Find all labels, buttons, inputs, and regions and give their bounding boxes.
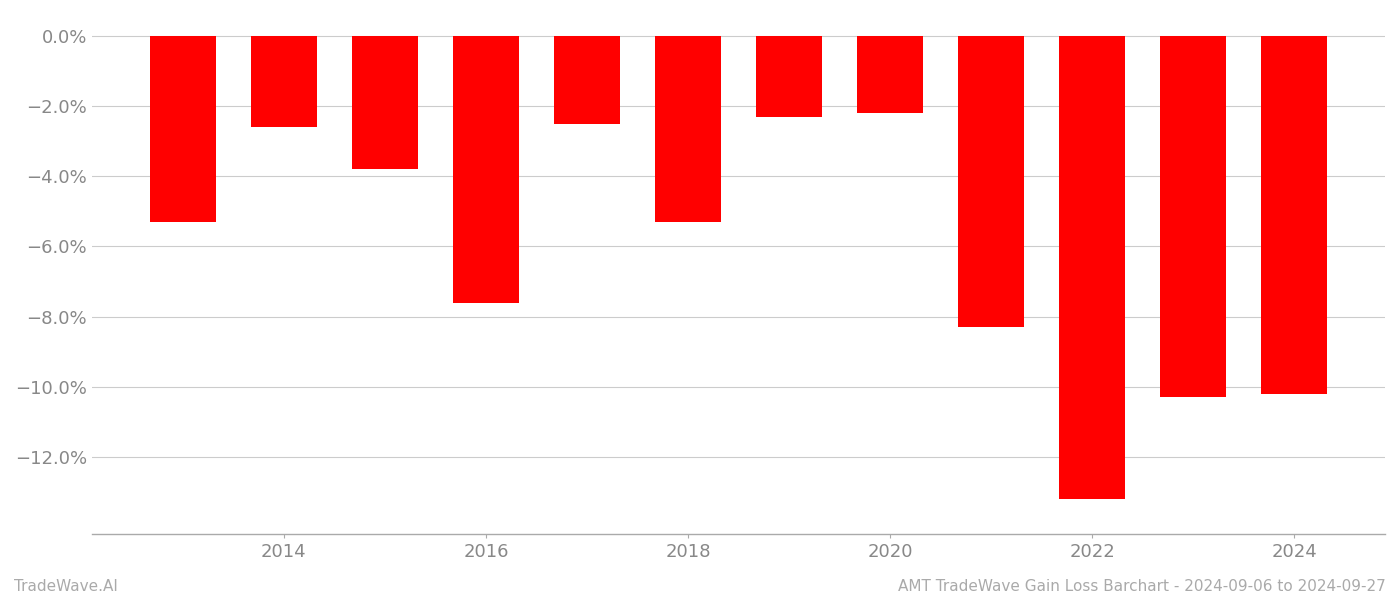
Bar <box>150 36 216 222</box>
Text: AMT TradeWave Gain Loss Barchart - 2024-09-06 to 2024-09-27: AMT TradeWave Gain Loss Barchart - 2024-… <box>899 579 1386 594</box>
Bar <box>655 36 721 222</box>
Bar <box>756 36 822 116</box>
Text: TradeWave.AI: TradeWave.AI <box>14 579 118 594</box>
Bar <box>554 36 620 124</box>
Bar <box>454 36 519 302</box>
Bar <box>1261 36 1327 394</box>
Bar <box>353 36 417 169</box>
Bar <box>958 36 1023 327</box>
Bar <box>857 36 923 113</box>
Bar <box>1060 36 1124 499</box>
Bar <box>251 36 316 127</box>
Bar <box>1161 36 1226 397</box>
